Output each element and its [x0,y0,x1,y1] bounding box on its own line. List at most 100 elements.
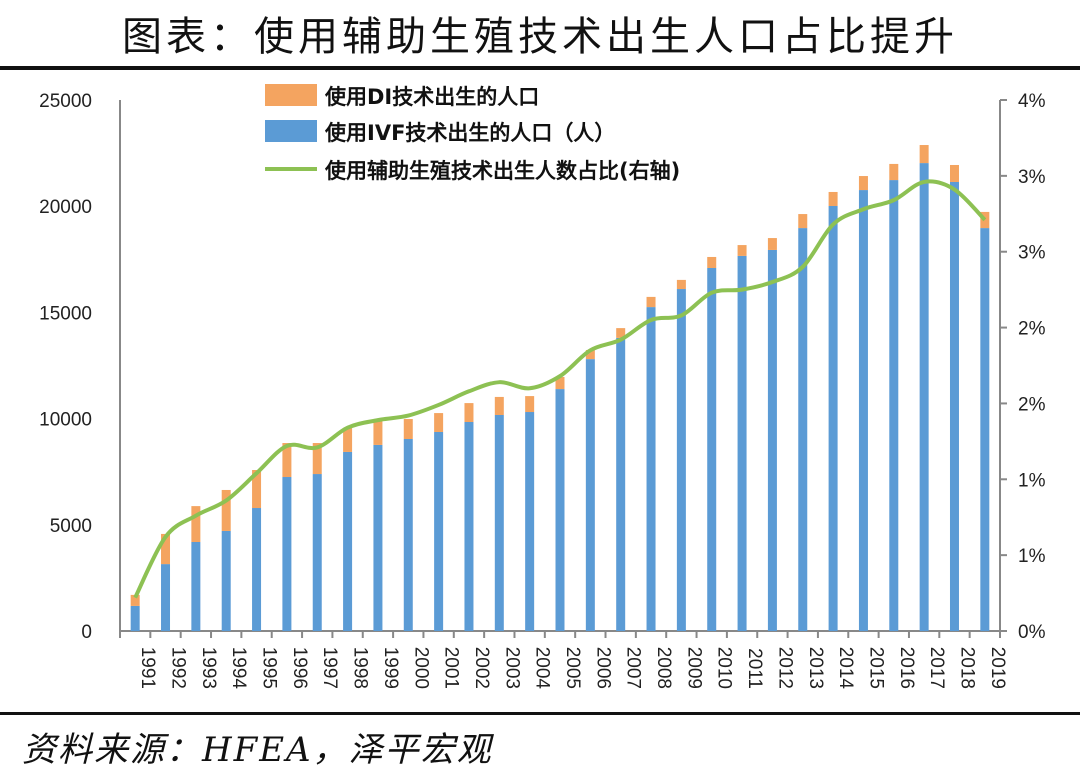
bar-ivf-2019 [980,228,990,631]
legend-label: 使用IVF技术出生的人口（人） [324,121,615,145]
top-rule [0,66,1080,70]
bar-ivf-2001 [434,431,444,631]
x-tick-label: 2010 [714,647,735,689]
right-tick-label: 4% [1018,91,1046,112]
bar-ivf-1995 [252,508,262,631]
legend-label: 使用辅助生殖技术出生人数占比(右轴) [324,159,680,183]
bar-di-2001 [434,413,444,432]
x-tick-label: 2002 [471,647,492,689]
bar-di-2003 [494,396,504,415]
bar-ivf-2006 [585,359,595,631]
bar-ivf-2016 [889,180,899,631]
bar-di-1998 [343,427,353,452]
left-tick-label: 10000 [39,410,92,431]
bar-di-2004 [525,396,535,413]
x-tick-label: 2005 [562,647,583,689]
bar-ivf-2009 [676,289,686,631]
bar-ivf-2015 [858,190,868,631]
legend-swatch-di [265,84,317,106]
bar-ivf-1993 [191,542,201,631]
bar-ivf-1997 [312,474,322,631]
bar-ivf-2002 [464,421,474,631]
right-tick-label: 1% [1018,470,1046,491]
bar-ivf-2010 [707,268,717,631]
bar-di-2012 [767,238,777,250]
right-tick-label: 3% [1018,243,1046,264]
x-tick-label: 2006 [592,647,613,689]
x-tick-label: 1991 [137,647,158,689]
x-tick-label: 2007 [623,647,644,689]
x-tick-label: 2008 [653,647,674,689]
left-tick-label: 0 [81,622,92,643]
x-tick-label: 1995 [259,647,280,689]
left-tick-label: 25000 [39,91,92,112]
bar-ivf-2014 [828,205,838,631]
bar-di-2015 [858,176,868,191]
x-tick-label: 2014 [835,647,856,690]
bar-di-2019 [980,211,990,229]
x-tick-label: 1996 [289,647,310,689]
bar-di-1999 [373,420,383,445]
bar-di-2013 [798,214,808,229]
x-tick-label: 2012 [774,647,795,689]
bar-di-1997 [312,443,322,475]
x-tick-label: 2001 [441,647,462,689]
bar-di-2009 [676,279,686,290]
x-tick-label: 2016 [896,647,917,689]
x-tick-label: 2013 [805,647,826,689]
bottom-rule [0,712,1080,715]
bar-ivf-1992 [161,564,171,631]
legend-label: 使用DI技术出生的人口 [324,85,539,109]
left-tick-label: 20000 [39,197,92,218]
source-note: 资料来源：HFEA，泽平宏观 [22,730,493,770]
bar-di-2007 [616,328,626,338]
bar-ivf-1998 [343,451,353,631]
x-tick-label: 1998 [350,647,371,689]
x-tick-label: 2018 [956,647,977,689]
bar-ivf-1991 [130,605,140,631]
right-tick-label: 0% [1018,622,1046,643]
bar-di-1994 [221,489,231,531]
bar-di-2010 [707,256,717,269]
bar-ivf-2005 [555,389,565,631]
bar-ivf-2018 [949,181,959,632]
bar-di-2008 [646,296,656,308]
bar-di-1993 [191,506,201,543]
bar-ivf-2012 [767,249,777,631]
x-tick-label: 1997 [319,647,340,689]
bar-di-1991 [130,594,140,606]
bar-ivf-1994 [221,530,231,631]
x-tick-label: 2009 [683,647,704,689]
bar-di-2018 [949,164,959,182]
right-tick-label: 3% [1018,167,1046,188]
bar-di-1996 [282,443,292,478]
bar-ivf-2008 [646,307,656,631]
x-tick-label: 2003 [501,647,522,689]
x-tick-label: 2000 [410,647,431,689]
x-tick-label: 1992 [168,647,189,689]
bar-ivf-1999 [373,444,383,631]
bar-ivf-2007 [616,337,626,631]
left-tick-label: 15000 [39,303,92,324]
bar-ivf-2000 [403,438,413,631]
bar-ivf-2011 [737,255,747,631]
bar-ivf-2013 [798,228,808,631]
bar-di-2006 [585,349,595,360]
bar-di-2011 [737,245,747,256]
x-tick-label: 1999 [380,647,401,689]
x-tick-label: 1993 [198,647,219,689]
bar-di-1992 [161,533,171,565]
x-tick-label: 2004 [532,647,553,690]
bar-ivf-1996 [282,477,292,631]
left-tick-label: 5000 [50,516,92,537]
bar-di-2000 [403,419,413,439]
legend-swatch-ivf [265,120,317,142]
bar-di-2017 [919,145,929,164]
chart-title: 图表：使用辅助生殖技术出生人口占比提升 [122,14,958,60]
bar-di-2014 [828,191,838,206]
bar-di-1995 [252,470,262,509]
bar-ivf-2017 [919,163,929,631]
x-tick-label: 2019 [987,647,1008,689]
x-tick-label: 1994 [228,647,249,690]
